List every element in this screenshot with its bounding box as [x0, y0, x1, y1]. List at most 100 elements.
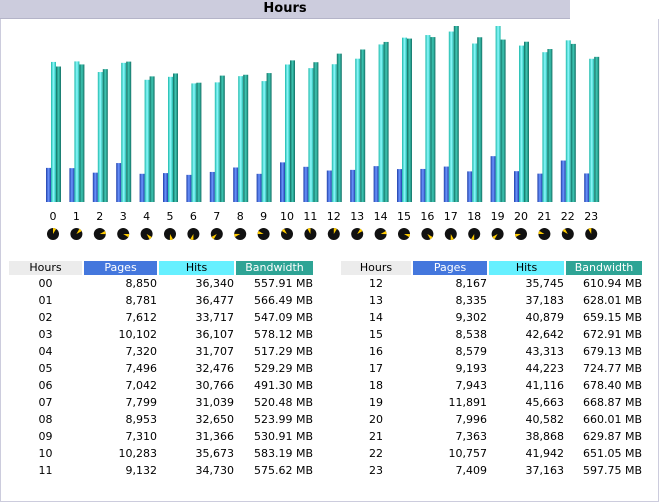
clock-icon — [70, 228, 83, 240]
x-tick-label: 17 — [444, 210, 458, 223]
pages-cell: 8,167 — [455, 277, 488, 290]
hour-cell: 00 — [38, 277, 53, 290]
hits-cell: 38,868 — [525, 430, 565, 443]
hits-bar — [402, 37, 407, 202]
x-tick-label: 20 — [514, 210, 528, 223]
hits-bar — [472, 43, 478, 203]
bandwidth-bar — [570, 43, 576, 203]
hits-bar — [355, 58, 361, 203]
column-header-pages: Pages — [413, 261, 487, 275]
column-header-bandwidth: Bandwidth — [236, 261, 313, 275]
bandwidth-bar — [56, 66, 61, 202]
x-tick-label: 10 — [280, 210, 294, 223]
bandwidth-bar — [500, 39, 506, 203]
hits-cell: 35,745 — [525, 277, 565, 290]
pages-bar — [560, 160, 566, 202]
hits-bar — [378, 44, 384, 202]
x-tick-label: 7 — [213, 210, 220, 223]
clock-icon — [351, 228, 364, 240]
hits-bar — [168, 76, 173, 202]
table-row: 04 7,320 31,707 517.29 MB — [9, 343, 314, 360]
table-row: 19 11,891 45,663 668.87 MB — [341, 394, 642, 411]
hour-cell: 10 — [38, 447, 53, 460]
table-row: 18 7,943 41,116 678.40 MB — [341, 377, 642, 394]
pages-bar — [69, 168, 75, 202]
bandwidth-cell: 678.40 MB — [582, 379, 642, 392]
pages-bar — [514, 171, 519, 202]
hits-bar — [214, 82, 220, 202]
hits-bar — [74, 61, 80, 202]
table-row: 03 10,102 36,107 578.12 MB — [9, 326, 314, 343]
hour-cell: 09 — [38, 430, 53, 443]
pages-bar — [397, 169, 402, 202]
table-row: 15 8,538 42,642 672.91 MB — [341, 326, 642, 343]
pages-cell: 10,757 — [448, 447, 488, 460]
hits-cell: 40,582 — [525, 413, 565, 426]
pages-cell: 7,943 — [455, 379, 488, 392]
bandwidth-bar — [453, 26, 459, 202]
bandwidth-bar — [243, 74, 249, 202]
hours-panel: 0 1 2 3 4 5 6 7 8 9 10 11 12 13 14 15 16 17 18 19 20 21 22 23 H… — [0, 19, 659, 502]
hour-cell: 23 — [369, 464, 383, 477]
bandwidth-cell: 668.87 MB — [582, 396, 642, 409]
pages-cell: 7,363 — [455, 430, 488, 443]
pages-bar — [303, 166, 309, 202]
x-tick-label: 21 — [537, 210, 551, 223]
pages-bar — [584, 173, 590, 202]
bandwidth-cell: 610.94 MB — [582, 277, 642, 290]
hits-cell: 36,477 — [195, 294, 235, 307]
pages-bar — [139, 173, 145, 202]
hour-cell: 08 — [38, 413, 53, 426]
hits-bar — [495, 26, 501, 202]
bandwidth-cell: 597.75 MB — [582, 464, 642, 477]
hits-cell: 40,879 — [525, 311, 565, 324]
clock-icon — [281, 228, 293, 240]
hits-cell: 31,039 — [195, 396, 235, 409]
pages-cell: 8,538 — [455, 328, 488, 341]
pages-cell: 7,996 — [455, 413, 488, 426]
clock-icon — [468, 228, 481, 241]
clock-icon — [374, 228, 387, 240]
clock-icon — [187, 228, 200, 240]
bandwidth-bar — [547, 49, 553, 202]
bandwidth-cell: 517.29 MB — [253, 345, 313, 358]
table-row: 09 7,310 31,366 530.91 MB — [9, 428, 314, 445]
bandwidth-bar — [407, 38, 412, 202]
x-tick-label: 3 — [120, 210, 127, 223]
pages-bar — [92, 172, 98, 202]
bandwidth-cell: 578.12 MB — [253, 328, 313, 341]
hour-cell: 03 — [38, 328, 53, 341]
column-header-hits: Hits — [159, 261, 234, 275]
hour-cell: 21 — [369, 430, 383, 443]
pages-cell: 11,891 — [448, 396, 488, 409]
hour-cell: 01 — [38, 294, 53, 307]
hour-cell: 22 — [369, 447, 383, 460]
clock-icon — [47, 227, 59, 240]
table-row: 06 7,042 30,766 491.30 MB — [9, 377, 314, 394]
x-tick-label: 16 — [420, 210, 434, 223]
table-row: 23 7,409 37,163 597.75 MB — [341, 462, 642, 479]
x-tick-label: 6 — [190, 210, 197, 223]
x-tick-label: 11 — [303, 210, 317, 223]
bandwidth-cell: 628.01 MB — [582, 294, 642, 307]
bandwidth-cell: 724.77 MB — [582, 362, 642, 375]
pages-bar — [280, 162, 285, 202]
bandwidth-bar — [79, 64, 85, 202]
x-tick-label: 5 — [167, 210, 174, 223]
table-row: 05 7,496 32,476 529.29 MB — [9, 360, 314, 377]
hits-cell: 36,107 — [195, 328, 235, 341]
hits-bar — [308, 68, 314, 202]
hits-bar — [191, 83, 197, 202]
hits-cell: 32,650 — [195, 413, 235, 426]
bandwidth-bar — [336, 53, 342, 202]
clock-icon — [398, 228, 410, 240]
hits-bar — [589, 58, 595, 203]
pages-bar — [233, 167, 239, 202]
column-header-pages: Pages — [84, 261, 157, 275]
bandwidth-cell: 629.87 MB — [582, 430, 642, 443]
clock-icon — [210, 228, 223, 240]
pages-cell: 9,302 — [455, 311, 488, 324]
clock-icon — [585, 227, 598, 240]
pages-cell: 7,042 — [125, 379, 158, 392]
pages-cell: 7,799 — [125, 396, 158, 409]
